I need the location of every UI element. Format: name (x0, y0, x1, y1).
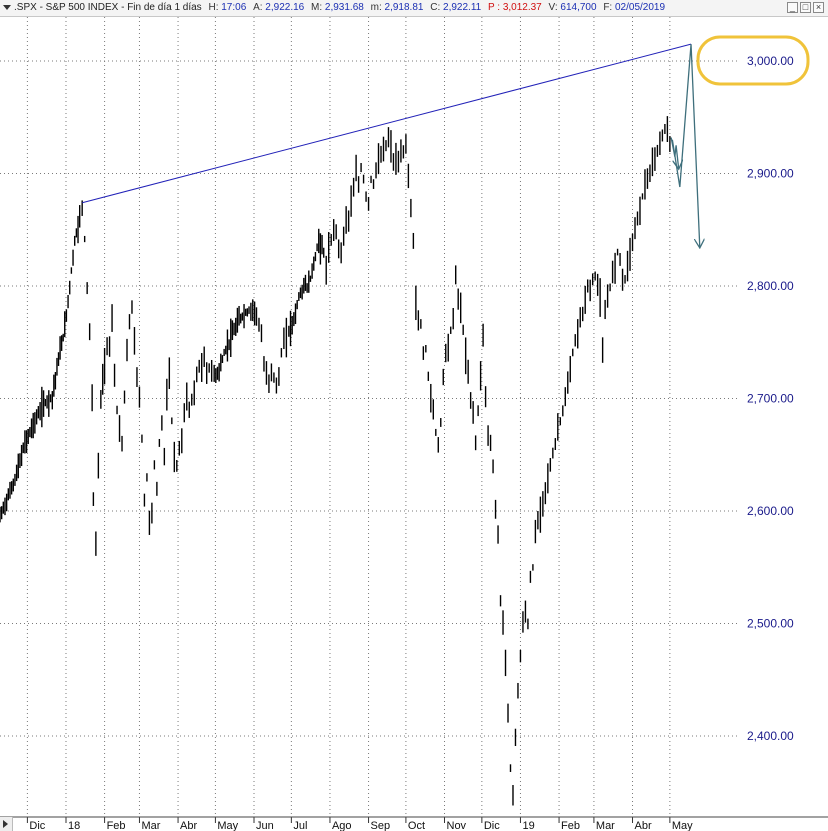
p-value: 3,012.37 (502, 2, 542, 13)
y-tick-label: 2,700.00 (747, 392, 794, 406)
highlight-ellipse (696, 35, 810, 86)
symbol-label: .SPX - S&P 500 INDEX - Fin de día 1 días (14, 2, 202, 13)
chart-title-bar: .SPX - S&P 500 INDEX - Fin de día 1 días… (0, 0, 828, 17)
x-tick-label: Oct (408, 820, 425, 831)
y-tick-label: 2,400.00 (747, 729, 794, 743)
x-tick-label: May (217, 820, 238, 831)
v-label: V: (548, 2, 558, 13)
x-tick-label: Abr (180, 820, 197, 831)
y-tick-label: 2,800.00 (747, 279, 794, 293)
x-tick-label: Dic (484, 820, 500, 831)
x-axis: Dic 18 Feb Mar Abr May Jun Jul Ago Sep Oct Nov Dic 19… (0, 816, 828, 831)
y-axis: 2,400.00 2,500.00 2,600.00 2,700.00 2,800.00… (747, 54, 794, 743)
c-value: 2,922.11 (443, 2, 482, 13)
symbol-dropdown-icon[interactable] (3, 4, 11, 10)
close-button[interactable]: × (813, 2, 824, 13)
grid (0, 17, 740, 817)
x-tick-label: Feb (561, 820, 580, 831)
x-tick-label: 18 (68, 820, 80, 831)
x-tick-label: Abr (635, 820, 652, 831)
y-tick-label: 2,600.00 (747, 504, 794, 518)
x-tick-label: Dic (29, 820, 45, 831)
x-tick-label: Feb (107, 820, 126, 831)
a-label: A: (253, 2, 263, 13)
x-tick-label: Ago (332, 820, 352, 831)
m-label: M: (311, 2, 323, 13)
y-tick-label: 2,900.00 (747, 167, 794, 181)
mlow-label: m: (370, 2, 382, 13)
p-label: P : (487, 2, 501, 13)
annotations (82, 35, 810, 247)
forecast-zigzag (670, 137, 678, 168)
scroll-right-icon[interactable] (0, 817, 13, 831)
x-tick-label: May (672, 820, 693, 831)
a-value: 2,922.16 (265, 2, 305, 13)
x-tick-label: Mar (141, 820, 160, 831)
price-bars (0, 116, 671, 806)
x-tick-label: Mar (596, 820, 615, 831)
y-tick-label: 2,500.00 (747, 617, 794, 631)
f-label: F: (603, 2, 613, 13)
h-label: H: (208, 2, 219, 13)
x-tick-label: Nov (447, 820, 467, 831)
y-tick-label: 3,000.00 (747, 54, 794, 68)
x-tick-label: 19 (522, 820, 534, 831)
mlow-value: 2,918.81 (384, 2, 424, 13)
v-value: 614,700 (560, 2, 597, 13)
f-value: 02/05/2019 (615, 2, 666, 13)
m-value: 2,931.68 (324, 2, 364, 13)
h-value: 17:06 (221, 2, 247, 13)
c-label: C: (430, 2, 441, 13)
x-tick-label: Jun (256, 820, 274, 831)
resistance-trendline (82, 43, 692, 204)
x-tick-label: Sep (371, 820, 391, 831)
x-tick-label: Jul (293, 820, 307, 831)
restore-button[interactable]: □ (800, 2, 811, 13)
minimize-button[interactable]: _ (787, 2, 798, 13)
